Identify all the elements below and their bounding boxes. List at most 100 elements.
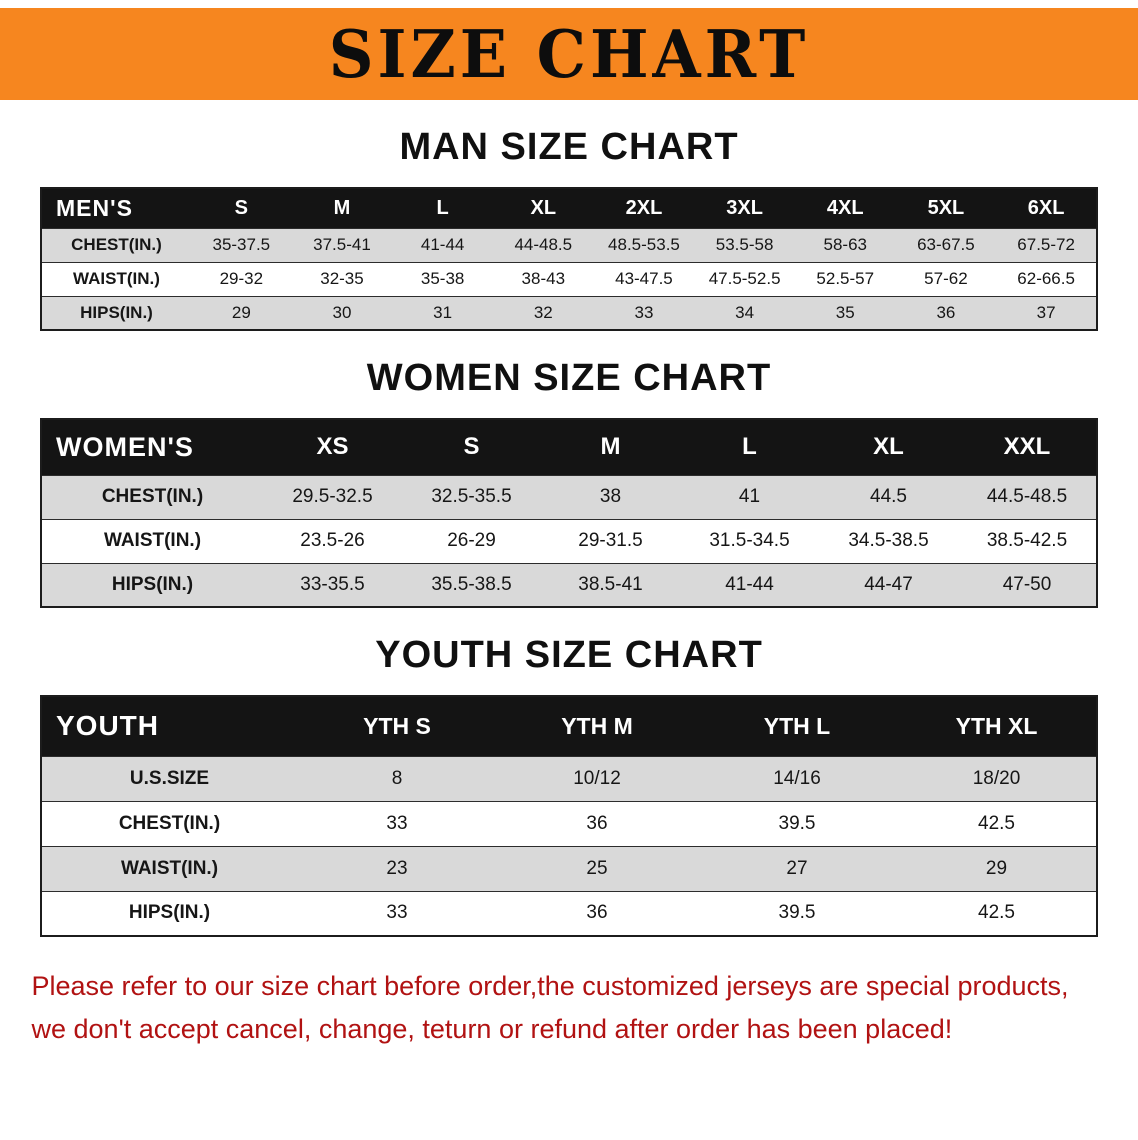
cell-value: 63-67.5 [917, 235, 975, 254]
cell-value: 35.5-38.5 [431, 573, 512, 595]
cell-value: 31 [433, 302, 453, 322]
cell-value: 25 [586, 857, 608, 879]
column-header: M [541, 419, 680, 475]
banner: SIZE CHART [0, 8, 1138, 100]
cell-value: 44-48.5 [514, 235, 573, 254]
cell-value: 14/16 [773, 767, 821, 789]
cell-value: 35-38 [420, 269, 465, 288]
row-label: U.S.SIZE [129, 767, 210, 789]
column-header: XL [492, 188, 594, 228]
cell-value: 44-47 [864, 573, 913, 595]
column-header: YTH L [697, 696, 897, 756]
cell-value: 42.5 [978, 902, 1015, 924]
cell-value: 26-29 [447, 530, 496, 551]
disclaimer-note: Please refer to our size chart before or… [32, 965, 1107, 1051]
row-label: HIPS(IN.) [111, 573, 194, 595]
table-corner-label: WOMEN'S [41, 419, 263, 475]
column-header: S [402, 419, 541, 475]
cell-value: 41-44 [725, 573, 774, 595]
cell-value: 43-47.5 [615, 269, 673, 288]
cell-value: 34.5-38.5 [848, 530, 929, 551]
youth-section-heading: YOUTH SIZE CHART [375, 634, 763, 676]
cell-value: 38.5-42.5 [986, 530, 1068, 551]
disclaimer-line-1: Please refer to our size chart before or… [31, 971, 1069, 1001]
cell-value: 29 [985, 857, 1008, 879]
column-header: YTH M [497, 696, 697, 756]
page-title: SIZE CHART [328, 15, 810, 93]
row-label: CHEST(IN.) [71, 235, 162, 254]
cell-value: 33-35.5 [300, 573, 365, 595]
cell-value: 36 [936, 302, 956, 322]
cell-value: 37 [1036, 302, 1056, 322]
column-header: YTH XL [897, 696, 1097, 756]
table-row: WAIST(IN.) 23.5-26 26-29 29-31.5 31.5-34.5 34… [41, 519, 1097, 563]
cell-value: 36 [586, 812, 608, 834]
column-header: XS [263, 419, 402, 475]
cell-value: 29 [231, 302, 251, 322]
table-row: U.S.SIZE 8 10/12 14/16 18/20 [41, 756, 1097, 801]
table-corner-label: MEN'S [41, 188, 191, 228]
cell-value: 47-50 [1002, 573, 1052, 595]
table-corner-label: YOUTH [41, 696, 297, 756]
column-header: L [680, 419, 819, 475]
column-header: 3XL [694, 188, 795, 228]
cell-value: 29-31.5 [578, 530, 643, 551]
cell-value: 47.5-52.5 [708, 269, 781, 288]
cell-value: 62-66.5 [1017, 269, 1075, 288]
table-header-row: YOUTH YTH S YTH M YTH L YTH XL [41, 696, 1097, 756]
men-size-section: MAN SIZE CHART MEN'S S M L XL 2XL 3XL 4XL 5XL 6XL… [0, 126, 1138, 331]
cell-value: 41 [738, 486, 761, 507]
table-row: CHEST(IN.) 35-37.5 37.5-41 41-44 44-48.5 48.5… [41, 228, 1097, 262]
women-section-heading: WOMEN SIZE CHART [366, 357, 772, 399]
cell-value: 38 [599, 486, 622, 507]
cell-value: 58-63 [823, 235, 867, 254]
column-header: M [291, 188, 393, 228]
cell-value: 23 [386, 857, 408, 879]
cell-value: 30 [332, 302, 352, 322]
row-label: CHEST(IN.) [118, 812, 221, 834]
men-size-table: MEN'S S M L XL 2XL 3XL 4XL 5XL 6XL CHEST(IN.) 35-37… [40, 187, 1098, 331]
row-label: WAIST(IN.) [103, 530, 202, 551]
column-header: XL [819, 419, 958, 475]
youth-size-section: YOUTH SIZE CHART YOUTH YTH S YTH M YTH L YTH… [0, 634, 1138, 937]
cell-value: 29-32 [219, 269, 264, 288]
cell-value: 27 [786, 857, 808, 879]
disclaimer-line-2: we don't accept cancel, change, teturn o… [31, 1014, 953, 1045]
table-row: HIPS(IN.) 33-35.5 35.5-38.5 38.5-41 41-44 44-… [41, 563, 1097, 607]
table-row: WAIST(IN.) 29-32 32-35 35-38 38-43 43-47.5 47.… [41, 262, 1097, 296]
table-header-row: WOMEN'S XS S M L XL XXL [41, 419, 1097, 475]
cell-value: 33 [634, 302, 654, 322]
row-label: HIPS(IN.) [80, 302, 153, 322]
cell-value: 18/20 [972, 767, 1021, 789]
table-row: HIPS(IN.) 33 36 39.5 42.5 [41, 891, 1097, 936]
women-size-table: WOMEN'S XS S M L XL XXL CHEST(IN.) 29.5-32.5 32.5… [40, 418, 1098, 608]
cell-value: 48.5-53.5 [608, 235, 680, 254]
table-header-row: MEN'S S M L XL 2XL 3XL 4XL 5XL 6XL [41, 188, 1097, 228]
cell-value: 35 [835, 302, 855, 322]
cell-value: 34 [735, 302, 755, 322]
youth-size-table: YOUTH YTH S YTH M YTH L YTH XL U.S.SIZE 8 10/12… [40, 695, 1098, 937]
cell-value: 33 [386, 902, 408, 924]
cell-value: 38-43 [521, 269, 566, 288]
row-label: CHEST(IN.) [101, 486, 204, 507]
cell-value: 38.5-41 [578, 573, 643, 595]
column-header: S [191, 188, 292, 228]
column-header: 2XL [593, 188, 695, 228]
cell-value: 57-62 [924, 269, 968, 288]
cell-value: 39.5 [778, 902, 816, 924]
cell-value: 32-35 [320, 269, 364, 288]
table-row: CHEST(IN.) 33 36 39.5 42.5 [41, 801, 1097, 846]
cell-value: 52.5-57 [816, 269, 875, 288]
cell-value: 10/12 [573, 767, 621, 789]
women-size-section: WOMEN SIZE CHART WOMEN'S XS S M L XL XXL CHEST(… [0, 357, 1138, 608]
cell-value: 41-44 [420, 235, 465, 254]
cell-value: 67.5-72 [1017, 235, 1075, 254]
cell-value: 35-37.5 [212, 235, 271, 254]
column-header: 4XL [794, 188, 896, 228]
cell-value: 44.5 [870, 486, 907, 507]
men-section-heading: MAN SIZE CHART [399, 126, 739, 168]
cell-value: 29.5-32.5 [292, 486, 373, 507]
cell-value: 42.5 [978, 812, 1015, 834]
column-header: YTH S [297, 696, 497, 756]
cell-value: 31.5-34.5 [709, 530, 790, 551]
